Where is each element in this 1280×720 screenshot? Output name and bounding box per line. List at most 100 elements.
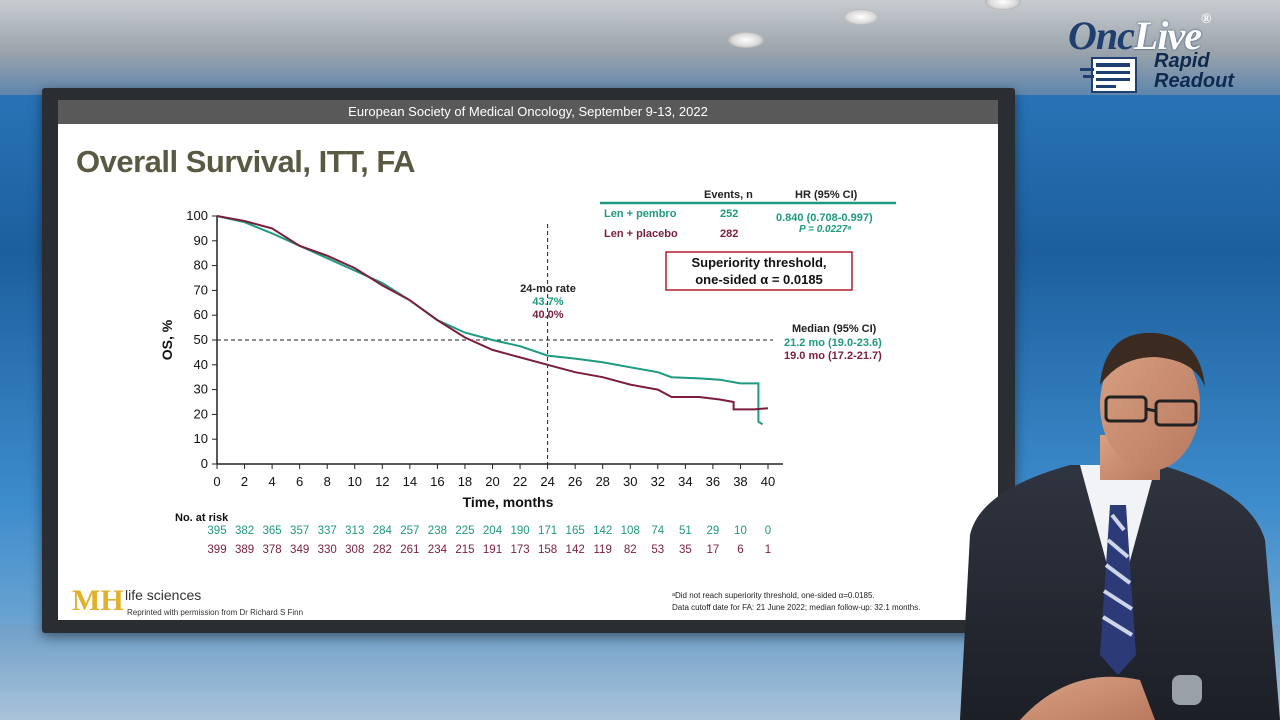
x-tick-label: 20 <box>485 474 499 489</box>
logo-live-text: Live <box>1133 13 1202 58</box>
x-tick-label: 2 <box>241 474 248 489</box>
risk-cell-pembro: 29 <box>707 525 720 537</box>
risk-cell-placebo: 1 <box>765 544 771 556</box>
mjh-logo-mark: MH <box>72 584 124 617</box>
risk-cell-pembro: 382 <box>235 525 254 537</box>
hr-header: HR (95% CI) <box>795 189 858 201</box>
risk-table-label: No. at risk <box>175 512 229 524</box>
y-axis-label: OS, % <box>159 319 175 360</box>
y-tick-label: 30 <box>194 382 208 397</box>
risk-cell-pembro: 225 <box>455 525 474 537</box>
y-tick-label: 0 <box>201 456 208 471</box>
risk-cell-pembro: 10 <box>734 525 747 537</box>
x-tick-label: 16 <box>430 474 444 489</box>
tie-stripes <box>1101 513 1134 637</box>
document-icon <box>1080 57 1137 93</box>
risk-cell-placebo: 349 <box>290 544 309 556</box>
risk-cell-placebo: 399 <box>207 544 226 556</box>
median-annotation: Median (95% CI) 21.2 mo (19.0-23.6) 19.0… <box>784 323 882 362</box>
x-tick-label: 18 <box>458 474 472 489</box>
legend-placebo-events: 282 <box>720 228 738 240</box>
hair <box>1100 332 1205 387</box>
logo-rapid-readout: Rapid Readout <box>1154 51 1234 91</box>
ceiling-light <box>843 9 879 25</box>
median-placebo: 19.0 mo (17.2-21.7) <box>784 350 882 362</box>
x-tick-label: 36 <box>706 474 720 489</box>
slide: European Society of Medical Oncology, Se… <box>58 100 998 620</box>
risk-cell-placebo: 53 <box>651 544 664 556</box>
y-tick-label: 80 <box>194 258 208 273</box>
risk-cell-pembro: 365 <box>263 525 282 537</box>
hands <box>1020 676 1155 720</box>
x-tick-label: 24 <box>540 474 554 489</box>
x-tick-label: 8 <box>324 474 331 489</box>
risk-cell-placebo: 330 <box>318 544 337 556</box>
y-tick-label: 20 <box>194 406 208 421</box>
legend-pembro-label: Len + pembro <box>604 208 677 220</box>
rate24-pembro: 43.7% <box>532 296 563 308</box>
risk-cell-pembro: 171 <box>538 525 557 537</box>
x-tick-label: 4 <box>268 474 275 489</box>
risk-cell-pembro: 284 <box>373 525 393 537</box>
x-tick-label: 0 <box>213 474 220 489</box>
risk-cell-pembro: 313 <box>345 525 364 537</box>
risk-cell-placebo: 191 <box>483 544 502 556</box>
legend-table: Events, n HR (95% CI) Len + pembro 252 L… <box>600 189 896 240</box>
reprint-note: Reprinted with permission from Dr Richar… <box>127 608 303 617</box>
mjh-logo: MH life sciences <box>72 584 201 617</box>
x-tick-label: 32 <box>651 474 665 489</box>
logo-readout-text: Readout <box>1154 70 1234 92</box>
logo-wordmark: OncLive® <box>1068 12 1212 59</box>
risk-cell-placebo: 6 <box>737 544 743 556</box>
threshold-box: Superiority threshold, one-sided α = 0.0… <box>665 251 853 291</box>
y-tick-label: 70 <box>194 282 208 297</box>
risk-cell-pembro: 357 <box>290 525 309 537</box>
risk-cell-placebo: 158 <box>538 544 557 556</box>
risk-cell-placebo: 389 <box>235 544 254 556</box>
face <box>1100 339 1200 471</box>
x-tick-label: 30 <box>623 474 637 489</box>
risk-cell-placebo: 82 <box>624 544 637 556</box>
risk-cell-placebo: 215 <box>455 544 474 556</box>
risk-cell-placebo: 173 <box>510 544 529 556</box>
risk-cell-pembro: 108 <box>621 525 640 537</box>
studio-ceiling <box>0 0 1280 95</box>
onclive-logo: OncLive® Rapid Readout <box>1062 8 1267 103</box>
logo-reg-mark: ® <box>1200 12 1212 27</box>
legend-placebo-label: Len + placebo <box>604 228 678 240</box>
risk-cell-pembro: 165 <box>566 525 585 537</box>
km-chart: Events, n HR (95% CI) Len + pembro 252 L… <box>72 189 920 617</box>
events-header: Events, n <box>704 189 753 201</box>
risk-cell-placebo: 234 <box>428 544 448 556</box>
risk-cell-pembro: 142 <box>593 525 612 537</box>
risk-cell-pembro: 0 <box>765 525 771 537</box>
reference-lines <box>217 224 773 464</box>
x-axis-label: Time, months <box>463 494 554 510</box>
y-tick-label: 100 <box>186 208 208 223</box>
x-tick-label: 10 <box>348 474 362 489</box>
median-label: Median (95% CI) <box>792 323 877 335</box>
chart-axes: 0 2 4 6 8 10 12 14 16 18 20 22 24 26 28 30 32 34 36 38 40010… <box>186 208 783 489</box>
risk-cell-pembro: 51 <box>679 525 692 537</box>
risk-cell-pembro: 395 <box>207 525 226 537</box>
risk-cell-placebo: 142 <box>566 544 585 556</box>
risk-cell-placebo: 17 <box>707 544 720 556</box>
median-pembro: 21.2 mo (19.0-23.6) <box>784 337 882 349</box>
placebo-curve <box>216 215 769 411</box>
y-tick-label: 90 <box>194 233 208 248</box>
legend-pembro-events: 252 <box>720 208 738 220</box>
ceiling-light <box>728 32 764 48</box>
x-tick-label: 40 <box>761 474 775 489</box>
risk-cell-pembro: 74 <box>651 525 664 537</box>
mjh-logo-text: life sciences <box>125 587 201 603</box>
risk-cell-placebo: 282 <box>373 544 392 556</box>
threshold-line2: one-sided α = 0.0185 <box>695 272 823 287</box>
y-tick-label: 40 <box>194 357 208 372</box>
hr-value: 0.840 (0.708-0.997) <box>776 212 873 224</box>
x-tick-label: 14 <box>403 474 417 489</box>
ceiling-light <box>985 0 1021 10</box>
glasses-right <box>1154 399 1198 427</box>
x-tick-label: 26 <box>568 474 582 489</box>
y-tick-label: 50 <box>194 332 208 347</box>
risk-cell-pembro: 238 <box>428 525 447 537</box>
